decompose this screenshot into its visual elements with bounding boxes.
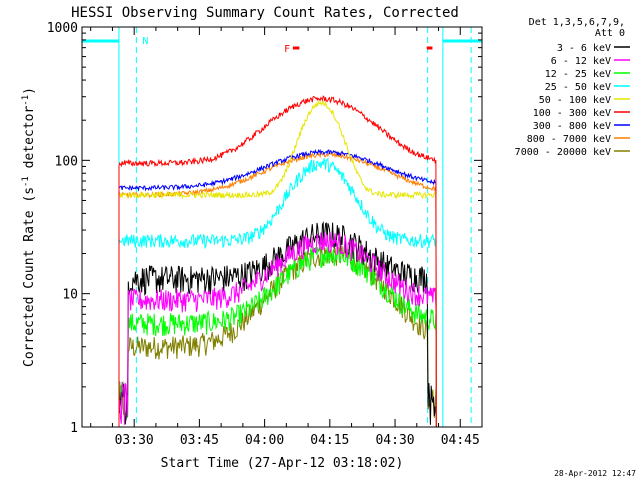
x-tick-label: 03:45 xyxy=(180,433,219,448)
y-axis-label-main: Corrected Count Rate (s xyxy=(22,187,37,367)
y-axis-label-mid: detector xyxy=(22,106,37,177)
y-tick-label: 100 xyxy=(55,154,78,169)
y-axis-label-end: ) xyxy=(22,87,37,95)
legend-entry: 25 - 50 keV xyxy=(545,82,611,93)
legend-header: Att 0 xyxy=(595,28,625,39)
legend: Det 1,3,5,6,7,9,Att 0 3 - 6 keV 6 - 12 keV… xyxy=(515,17,630,158)
series-layer xyxy=(118,95,437,428)
series-line-2 xyxy=(118,246,437,428)
x-tick-label: 04:15 xyxy=(310,433,349,448)
x-tick-label: 04:45 xyxy=(441,433,480,448)
y-axis-label-sup1: -1 xyxy=(21,176,31,187)
series-line-5 xyxy=(118,95,437,428)
legend-entry: 6 - 12 keV xyxy=(551,56,611,67)
annotations: NF xyxy=(82,27,482,427)
legend-entry: 12 - 25 keV xyxy=(545,69,611,80)
night-label: N xyxy=(142,36,148,47)
legend-entry: 3 - 6 keV xyxy=(557,43,611,54)
x-axis: 03:30 03:45 04:00 04:15 04:30 04:45 xyxy=(90,27,480,448)
legend-entry: 800 - 7000 keV xyxy=(527,134,611,145)
legend-entry: 100 - 300 keV xyxy=(533,108,611,119)
legend-entry: 7000 - 20000 keV xyxy=(515,147,611,158)
x-axis-label: Start Time (27-Apr-12 03:18:02) xyxy=(161,456,404,471)
chart-title: HESSI Observing Summary Count Rates, Cor… xyxy=(71,5,459,21)
series-line-4 xyxy=(118,99,437,428)
y-axis-label: Corrected Count Rate (s-1 detector-1) xyxy=(21,87,37,367)
legend-header: Det 1,3,5,6,7,9, xyxy=(529,17,625,28)
legend-entry: 300 - 800 keV xyxy=(533,121,611,132)
plot-frame xyxy=(81,26,483,428)
series-line-3 xyxy=(118,157,437,428)
y-tick-label: 10 xyxy=(62,288,78,303)
legend-entry: 50 - 100 keV xyxy=(539,95,611,106)
y-tick-label: 1 xyxy=(70,421,78,436)
y-axis: 1 10 100 1000 xyxy=(47,21,482,436)
y-tick-label: 1000 xyxy=(47,21,78,36)
series-line-6 xyxy=(118,148,437,428)
flare-label: F xyxy=(284,44,290,55)
x-tick-label: 04:30 xyxy=(375,433,414,448)
series-line-1 xyxy=(118,231,437,428)
y-axis-label-sup2: -1 xyxy=(21,95,31,106)
series-line-0 xyxy=(118,221,437,428)
x-tick-label: 03:30 xyxy=(115,433,154,448)
timestamp: 28-Apr-2012 12:47 xyxy=(554,469,636,478)
x-tick-label: 04:00 xyxy=(245,433,284,448)
